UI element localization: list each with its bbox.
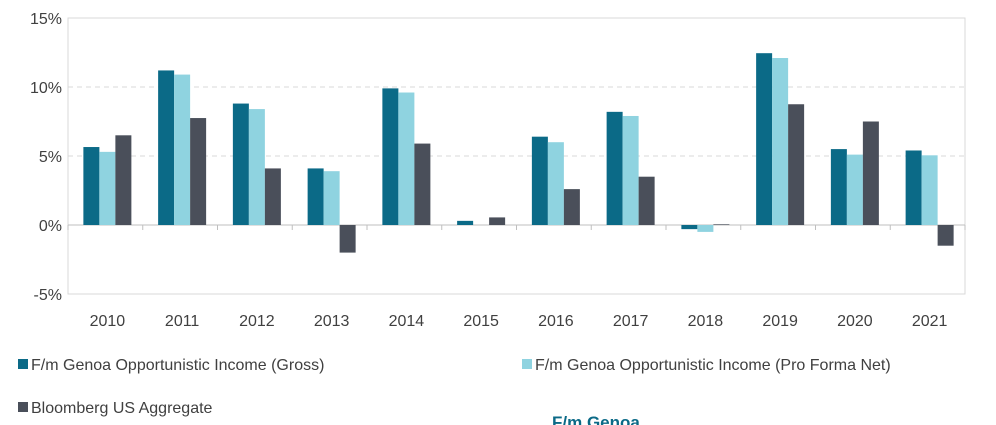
x-tick-label: 2012 <box>239 313 275 330</box>
bar <box>398 92 415 226</box>
x-tick-label: 2021 <box>912 313 948 330</box>
legend-label: F/m Genoa Opportunistic Income (Pro Form… <box>535 357 891 374</box>
y-tick-label: 10% <box>30 80 62 97</box>
bar <box>547 142 564 225</box>
legend-label: F/m Genoa Opportunistic Income (Gross) <box>31 357 324 374</box>
bar <box>862 121 879 225</box>
bar <box>83 147 100 225</box>
bar <box>115 135 132 225</box>
bar <box>382 88 399 225</box>
x-tick-label: 2016 <box>538 313 574 330</box>
x-tick-label: 2014 <box>389 313 425 330</box>
x-tick-label: 2019 <box>762 313 798 330</box>
bar <box>232 103 249 225</box>
x-tick-label: 2020 <box>837 313 873 330</box>
bar <box>756 53 773 225</box>
bar <box>713 224 730 225</box>
legend-label: Bloomberg US Aggregate <box>31 400 213 417</box>
bar <box>772 58 789 225</box>
bar <box>681 225 698 230</box>
bar <box>638 176 655 225</box>
bar <box>846 154 863 225</box>
bar <box>158 70 175 225</box>
legend-swatch <box>522 359 532 369</box>
bar <box>489 217 506 225</box>
y-tick-label: -5% <box>34 287 62 304</box>
bar <box>606 111 623 225</box>
bar <box>248 109 265 225</box>
bar <box>531 136 548 225</box>
legend-swatch <box>18 402 28 412</box>
bar <box>622 115 639 225</box>
bar <box>264 168 281 225</box>
legend-swatch <box>18 359 28 369</box>
bar <box>307 168 324 225</box>
y-tick-label: 5% <box>39 149 62 166</box>
y-tick-label: 0% <box>39 218 62 235</box>
bar <box>921 155 938 225</box>
bar <box>563 189 580 225</box>
y-tick-label: 15% <box>30 11 62 28</box>
x-tick-label: 2018 <box>688 313 724 330</box>
bar <box>99 151 116 225</box>
bar <box>339 225 356 253</box>
caption: F/m Genoa <box>552 413 640 425</box>
x-tick-label: 2011 <box>165 313 200 330</box>
bar <box>830 149 847 225</box>
bar <box>190 118 207 225</box>
bar <box>905 150 922 225</box>
bar <box>414 143 431 225</box>
bar <box>937 225 954 246</box>
x-tick-label: 2015 <box>463 313 499 330</box>
x-tick-label: 2013 <box>314 313 350 330</box>
bar <box>174 74 191 225</box>
x-tick-label: 2010 <box>90 313 126 330</box>
x-tick-label: 2017 <box>613 313 649 330</box>
bar <box>457 220 474 225</box>
bar <box>697 225 714 232</box>
bar <box>788 104 805 225</box>
bar <box>323 171 340 225</box>
